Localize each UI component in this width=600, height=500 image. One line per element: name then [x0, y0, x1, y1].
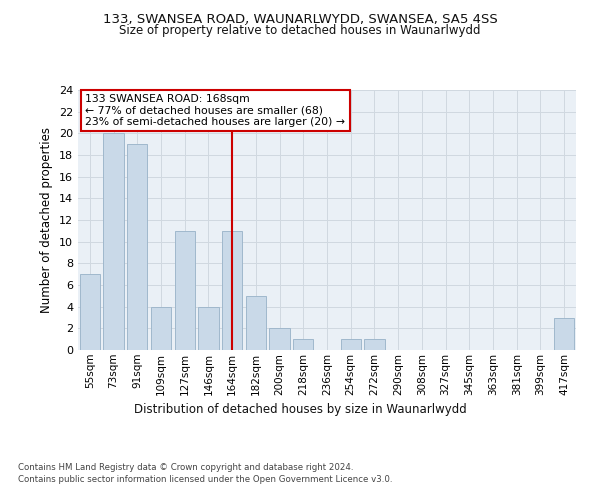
Text: 133, SWANSEA ROAD, WAUNARLWYDD, SWANSEA, SA5 4SS: 133, SWANSEA ROAD, WAUNARLWYDD, SWANSEA,…: [103, 12, 497, 26]
Text: 133 SWANSEA ROAD: 168sqm
← 77% of detached houses are smaller (68)
23% of semi-d: 133 SWANSEA ROAD: 168sqm ← 77% of detach…: [85, 94, 346, 127]
Bar: [151, 306, 171, 350]
Bar: [199, 306, 218, 350]
Bar: [364, 339, 385, 350]
Bar: [246, 296, 266, 350]
Bar: [293, 339, 313, 350]
Bar: [175, 231, 195, 350]
Bar: [103, 134, 124, 350]
Bar: [127, 144, 148, 350]
Text: Size of property relative to detached houses in Waunarlwydd: Size of property relative to detached ho…: [119, 24, 481, 37]
Text: Distribution of detached houses by size in Waunarlwydd: Distribution of detached houses by size …: [134, 402, 466, 415]
Y-axis label: Number of detached properties: Number of detached properties: [40, 127, 53, 313]
Bar: [80, 274, 100, 350]
Bar: [341, 339, 361, 350]
Bar: [269, 328, 290, 350]
Bar: [554, 318, 574, 350]
Text: Contains HM Land Registry data © Crown copyright and database right 2024.: Contains HM Land Registry data © Crown c…: [18, 462, 353, 471]
Text: Contains public sector information licensed under the Open Government Licence v3: Contains public sector information licen…: [18, 475, 392, 484]
Bar: [222, 231, 242, 350]
